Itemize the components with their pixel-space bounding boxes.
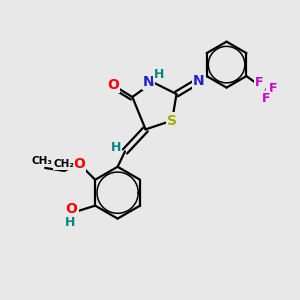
- Text: CH₂: CH₂: [54, 159, 75, 170]
- Text: F: F: [255, 76, 264, 89]
- Text: N: N: [193, 74, 204, 88]
- Text: O: O: [107, 78, 119, 92]
- Text: H: H: [65, 216, 75, 229]
- Text: H: H: [154, 68, 165, 80]
- Text: N: N: [143, 75, 154, 89]
- Text: O: O: [66, 202, 78, 217]
- Text: S: S: [167, 114, 177, 128]
- Text: CH₃: CH₃: [32, 156, 53, 166]
- Text: F: F: [269, 82, 277, 95]
- Text: F: F: [262, 92, 270, 105]
- Text: H: H: [111, 141, 121, 154]
- Text: O: O: [73, 157, 85, 170]
